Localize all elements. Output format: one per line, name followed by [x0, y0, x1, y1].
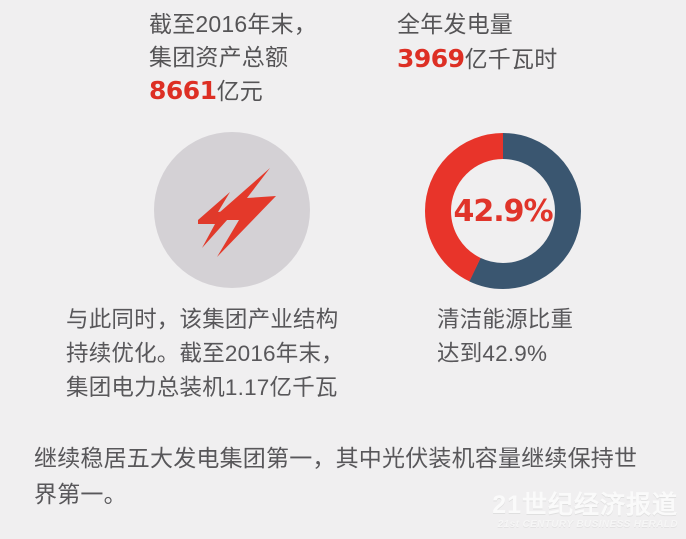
bolt-circle-badge [154, 132, 310, 288]
lightning-bolt-icon [198, 168, 276, 257]
watermark-chinese: 21世纪经济报道 [492, 491, 678, 519]
caption-left-line-3: 集团电力总装机1.17亿千瓦 [66, 375, 338, 401]
stat-block-power: 全年发电量 3969亿千瓦时 [397, 8, 557, 76]
caption-right-line-2: 达到42.9% [437, 341, 548, 367]
stat-assets-value: 8661 [149, 76, 217, 106]
stat-power-value: 3969 [397, 43, 465, 73]
stat-assets-label-line1: 截至2016年末， [149, 11, 317, 37]
stat-power-label-line1: 全年发电量 [397, 11, 513, 37]
stat-block-assets: 截至2016年末， 集团资产总额 8661亿元 [149, 8, 317, 109]
donut-center-value: 42.9% [453, 193, 553, 229]
watermark: 21世纪经济报道 21st CENTURY BUSINESS HERALD [492, 492, 678, 532]
caption-left-line-1: 与此同时，该集团产业结构 [66, 307, 339, 332]
caption-left-line-2: 持续优化。截至2016年末， [66, 341, 344, 367]
stat-power-value-line: 3969亿千瓦时 [397, 41, 557, 77]
clean-energy-donut-chart: 42.9% [424, 132, 582, 290]
donut-chart-svg [425, 133, 581, 289]
caption-right-line-1: 清洁能源比重 [437, 307, 574, 332]
watermark-english: 21st CENTURY BUSINESS HERALD [497, 519, 678, 531]
stat-assets-value-line: 8661亿元 [149, 73, 317, 109]
donut-segment-clean-energy [425, 133, 581, 289]
footer-paragraph: 继续稳居五大发电集团第一，其中光伏装机容量继续保持世界第一。 [34, 445, 638, 508]
caption-left: 与此同时，该集团产业结构 持续优化。截至2016年末， 集团电力总装机1.17亿… [66, 303, 344, 406]
stat-power-unit: 亿千瓦时 [464, 45, 558, 72]
stat-assets-unit: 亿元 [216, 78, 263, 105]
stat-assets-label-line2: 集团资产总额 [149, 43, 289, 70]
caption-right: 清洁能源比重 达到42.9% [437, 303, 573, 371]
